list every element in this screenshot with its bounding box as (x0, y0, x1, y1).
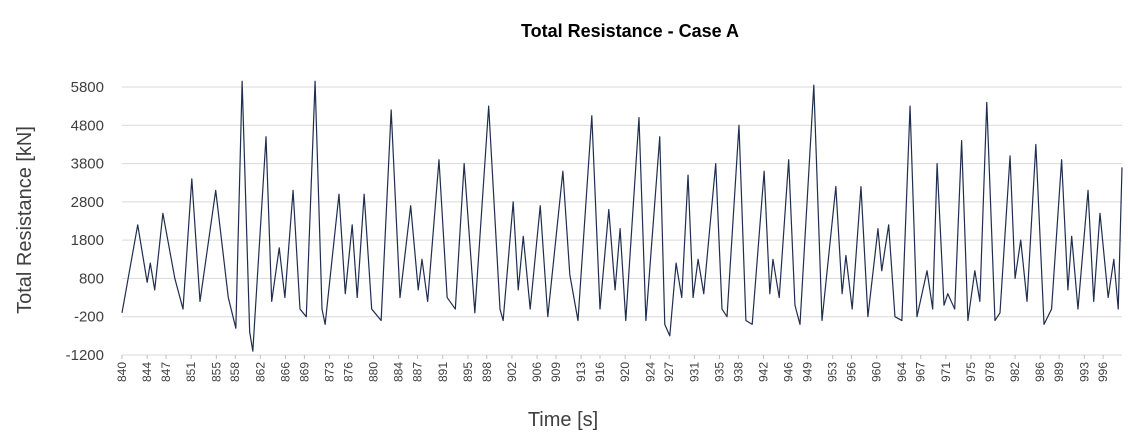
x-tick-label: 986 (1033, 362, 1047, 382)
x-tick-label: 931 (687, 362, 701, 382)
x-tick-label: 942 (757, 362, 771, 382)
x-tick-label: 891 (436, 362, 450, 382)
x-tick-label: 935 (712, 362, 726, 382)
x-tick-label: 949 (801, 362, 815, 382)
x-tick-label: 938 (731, 362, 745, 382)
x-tick-label: 876 (341, 362, 355, 382)
y-tick-label: 5800 (71, 79, 104, 96)
x-tick-label: 887 (411, 362, 425, 382)
x-tick-label: 953 (826, 362, 840, 382)
y-tick-label: -200 (74, 309, 104, 326)
x-tick-label: 946 (782, 362, 796, 382)
x-tick-label: 989 (1052, 362, 1066, 382)
x-tick-label: 880 (367, 362, 381, 382)
x-tick-label: 847 (159, 362, 173, 382)
data-line (121, 80, 1123, 352)
x-tick-label: 971 (939, 362, 953, 382)
y-tick-label: 800 (79, 270, 104, 287)
x-tick-label: 924 (643, 362, 657, 382)
y-tick-label: 3800 (71, 156, 104, 173)
x-tick-label: 960 (870, 362, 884, 382)
x-tick-label: 996 (1096, 362, 1110, 382)
x-tick-label: 884 (392, 362, 406, 382)
x-tick-label: 906 (530, 362, 544, 382)
x-tick-label: 920 (618, 362, 632, 382)
x-tick-label: 898 (480, 362, 494, 382)
x-tick-label: 851 (184, 362, 198, 382)
x-tick-label: 956 (845, 362, 859, 382)
x-tick-label: 964 (895, 362, 909, 382)
x-tick-label: 866 (279, 362, 293, 382)
chart-title: Total Resistance - Case A (521, 21, 739, 41)
x-tick-label: 909 (549, 362, 563, 382)
y-tick-label: 2800 (71, 194, 104, 211)
y-tick-label: 1800 (71, 232, 104, 249)
x-tick-label: 873 (323, 362, 337, 382)
x-tick-label: 916 (593, 362, 607, 382)
x-tick-label: 993 (1077, 362, 1091, 382)
x-axis-title: Time [s] (528, 409, 598, 431)
x-tick-label: 967 (914, 362, 928, 382)
x-tick-label: 858 (228, 362, 242, 382)
y-tick-label: 4800 (71, 117, 104, 134)
y-axis-title: Total Resistance [kN] (14, 126, 36, 314)
x-tick-label: 840 (115, 362, 129, 382)
x-tick-label: 978 (983, 362, 997, 382)
x-tick-label: 855 (209, 362, 223, 382)
x-tick-label: 982 (1008, 362, 1022, 382)
y-tick-label: -1200 (66, 347, 104, 364)
x-tick-label: 975 (964, 362, 978, 382)
x-tick-label: 844 (140, 362, 154, 382)
x-tick-label: 862 (253, 362, 267, 382)
x-tick-label: 902 (505, 362, 519, 382)
x-tick-label: 895 (461, 362, 475, 382)
x-tick-label: 913 (574, 362, 588, 382)
x-tick-label: 869 (297, 362, 311, 382)
x-tick-label: 927 (662, 362, 676, 382)
